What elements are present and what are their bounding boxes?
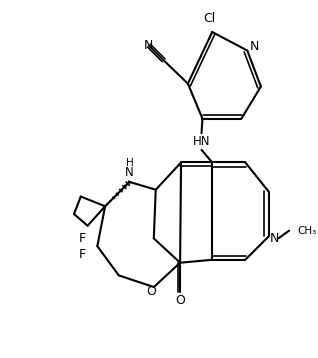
- Text: N: N: [144, 39, 154, 52]
- Text: Cl: Cl: [203, 12, 215, 25]
- Text: CH₃: CH₃: [297, 226, 316, 236]
- Text: N: N: [270, 232, 279, 245]
- Text: H: H: [126, 159, 133, 168]
- Text: N: N: [125, 166, 134, 179]
- Text: F: F: [79, 248, 86, 261]
- Text: N: N: [249, 40, 259, 53]
- Text: F: F: [79, 232, 86, 245]
- Text: O: O: [175, 294, 185, 307]
- Text: HN: HN: [193, 135, 210, 147]
- Text: O: O: [146, 285, 156, 299]
